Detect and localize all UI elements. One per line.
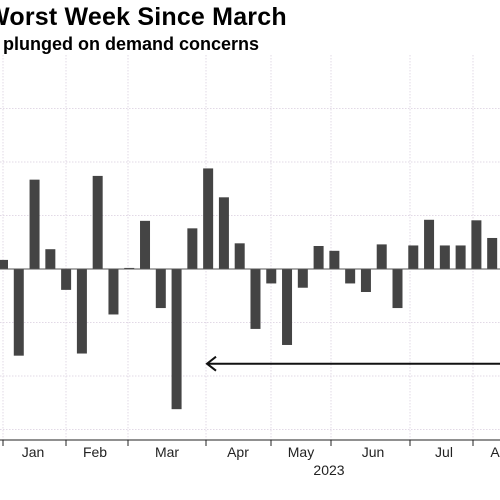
bar xyxy=(61,269,72,290)
bar xyxy=(13,269,24,356)
bar xyxy=(76,269,87,354)
bar xyxy=(376,244,387,269)
x-tick-label: A xyxy=(490,444,500,460)
bar xyxy=(471,220,482,269)
bar xyxy=(155,269,166,309)
x-tick-label: Mar xyxy=(155,444,179,460)
x-tick-label: Feb xyxy=(83,444,107,460)
bar xyxy=(45,249,56,269)
bar xyxy=(218,197,229,269)
chart-subtitle: e plunged on demand concerns xyxy=(0,34,260,54)
x-tick-label: May xyxy=(288,444,314,460)
bar xyxy=(360,269,371,293)
bar xyxy=(92,175,103,269)
bar xyxy=(424,219,435,269)
bar xyxy=(187,228,198,269)
bar xyxy=(455,245,466,269)
bar xyxy=(171,269,182,410)
chart-title: Worst Week Since March xyxy=(0,3,287,31)
bar xyxy=(29,179,40,269)
bar xyxy=(108,269,119,315)
bar xyxy=(140,220,151,269)
bar xyxy=(0,259,8,269)
bar xyxy=(124,267,135,269)
bar xyxy=(345,269,356,284)
year-label: 2023 xyxy=(313,462,344,478)
x-tick-label: Apr xyxy=(227,444,249,460)
bar-series xyxy=(0,168,500,410)
arrow-head xyxy=(205,355,217,372)
x-tick-label: Jul xyxy=(435,444,453,460)
x-tick-label: Jan xyxy=(22,444,45,460)
bar xyxy=(203,168,214,269)
bar xyxy=(313,245,324,269)
bar xyxy=(297,269,308,288)
bar xyxy=(329,250,340,269)
bar xyxy=(439,245,450,269)
x-tick-label: Jun xyxy=(362,444,385,460)
bar xyxy=(392,269,403,309)
annotation-arrow xyxy=(205,355,500,372)
bar xyxy=(487,237,498,269)
bar xyxy=(250,269,261,329)
bar xyxy=(282,269,293,345)
bar xyxy=(408,245,419,269)
bar xyxy=(266,269,277,284)
bar xyxy=(234,243,245,269)
x-axis: Jan Feb Mar Apr May Jun Jul A 2023 xyxy=(0,439,500,478)
